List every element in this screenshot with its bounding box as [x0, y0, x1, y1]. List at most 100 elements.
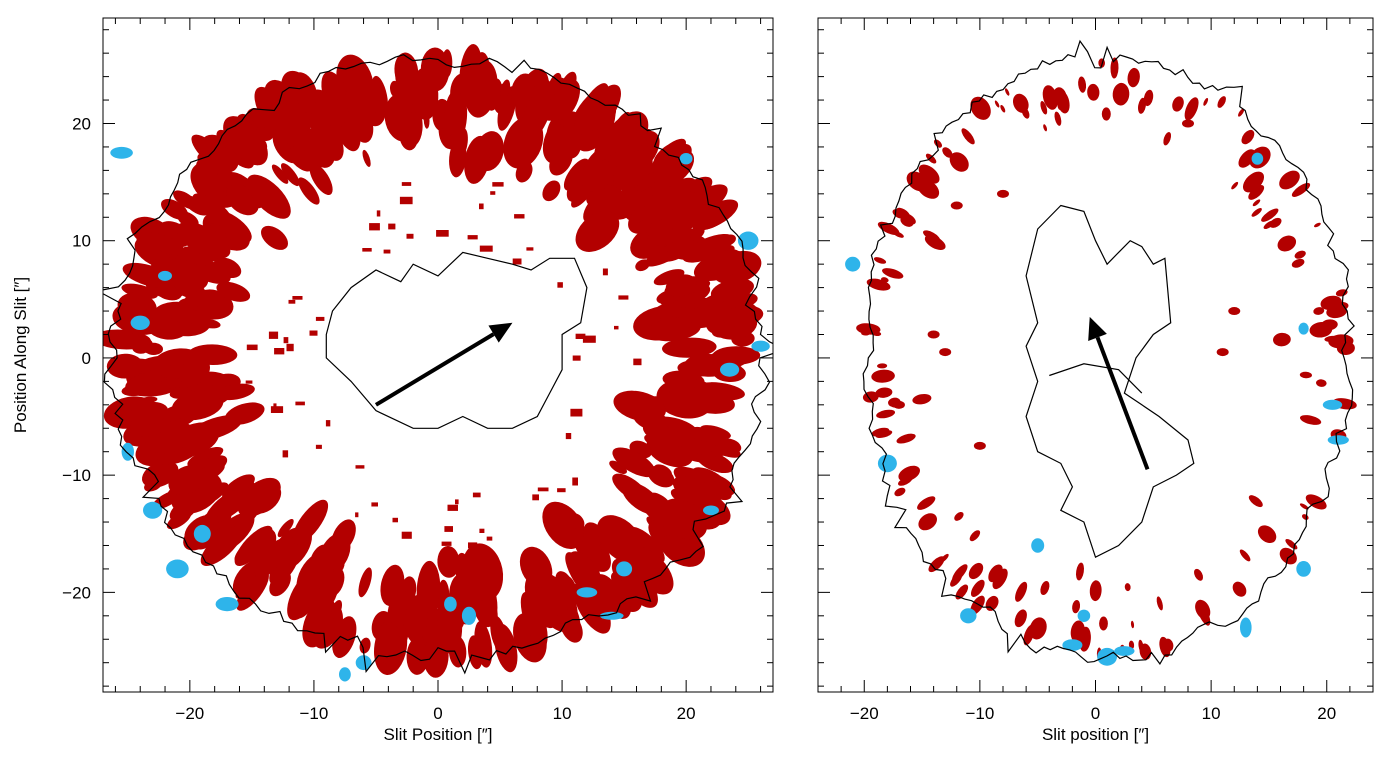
y-tick-label: 10: [72, 232, 91, 251]
redshift-blob: [969, 530, 981, 542]
redshift-blob: [380, 564, 405, 607]
redshift-blob: [873, 257, 887, 264]
redshift-blob: [1040, 580, 1050, 596]
redshift-blob: [1277, 235, 1297, 252]
redshift-blob: [383, 249, 391, 254]
redshift-blob: [710, 278, 755, 302]
x-tick-label: 0: [433, 704, 442, 723]
right-blueshift-features: [845, 152, 1349, 666]
redshift-blob: [575, 211, 620, 252]
redshift-blob: [547, 72, 562, 97]
redshift-blob: [200, 526, 244, 566]
redshift-blob: [653, 464, 672, 478]
redshift-blob: [927, 330, 940, 339]
redshift-blob: [875, 430, 893, 439]
redshift-blob: [1197, 603, 1211, 626]
redshift-blob: [468, 542, 478, 549]
redshift-blob: [358, 567, 372, 598]
redshift-blob: [1335, 289, 1348, 297]
redshift-blob: [519, 546, 553, 588]
redshift-blob: [441, 49, 453, 78]
redshift-blob: [273, 104, 310, 147]
redshift-blob: [583, 184, 622, 224]
redshift-blob: [1163, 131, 1172, 146]
redshift-blob: [1087, 83, 1100, 101]
redshift-blob: [609, 460, 627, 474]
redshift-blob: [918, 513, 938, 531]
blueshift-blob: [143, 501, 163, 519]
x-tick-label: −10: [300, 704, 329, 723]
redshift-blob: [1320, 295, 1342, 311]
x-tick-label: −20: [850, 704, 879, 723]
redshift-blob: [1294, 250, 1306, 259]
redshift-blob: [228, 189, 244, 204]
redshift-blob: [449, 138, 467, 178]
redshift-blob: [892, 400, 905, 409]
redshift-blob: [542, 180, 561, 202]
redshift-blob: [940, 553, 949, 563]
redshift-blob: [490, 191, 496, 195]
redshift-blob: [1309, 322, 1333, 338]
redshift-blob: [950, 572, 963, 587]
redshift-blob: [1305, 494, 1327, 510]
redshift-blob: [514, 214, 525, 219]
redshift-blob: [216, 383, 255, 401]
redshift-blob: [208, 209, 252, 244]
redshift-blob: [1313, 307, 1325, 315]
blueshift-blob: [751, 340, 770, 352]
right-inner-contour: [1025, 204, 1195, 559]
redshift-blob: [486, 536, 493, 541]
redshift-blob: [362, 248, 372, 252]
redshift-blob: [295, 401, 305, 406]
redshift-blob: [286, 343, 294, 352]
redshift-blob: [297, 177, 320, 205]
redshift-blob: [330, 599, 343, 619]
redshift-blob: [712, 346, 761, 365]
x-tick-label: −10: [965, 704, 994, 723]
redshift-blob: [245, 380, 253, 384]
redshift-blob: [1241, 129, 1255, 145]
redshift-blob: [308, 585, 333, 623]
redshift-blob: [575, 333, 586, 339]
redshift-blob: [424, 637, 438, 671]
redshift-blob: [861, 332, 870, 336]
blueshift-blob: [877, 454, 897, 473]
redshift-blob: [1182, 119, 1194, 128]
redshift-blob: [274, 348, 285, 355]
blueshift-blob: [121, 442, 134, 461]
redshift-blob: [405, 594, 428, 643]
blueshift-blob: [1062, 639, 1083, 651]
x-tick-label: −20: [175, 704, 204, 723]
redshift-blob: [124, 298, 152, 310]
redshift-blob: [1314, 222, 1321, 228]
redshift-blob: [572, 355, 581, 361]
x-tick-label: 20: [1317, 704, 1336, 723]
redshift-blob: [461, 543, 504, 602]
blueshift-blob: [130, 315, 150, 330]
redshift-blob: [690, 426, 708, 441]
redshift-blob: [950, 201, 963, 210]
redshift-blob: [970, 579, 985, 597]
redshift-blob: [912, 393, 932, 405]
redshift-blob: [467, 235, 478, 240]
redshift-blob: [332, 616, 357, 658]
redshift-blob: [376, 210, 381, 217]
redshift-blob: [235, 574, 256, 599]
blueshift-blob: [444, 596, 457, 612]
left-x-axis-title: Slit Position [″]: [383, 725, 492, 744]
right-arrow-head: [1088, 316, 1107, 342]
redshift-blob: [586, 84, 621, 131]
redshift-blob: [392, 517, 398, 523]
redshift-blob: [1138, 639, 1144, 653]
redshift-blob: [635, 259, 650, 272]
redshift-blob: [1156, 596, 1163, 611]
redshift-blob: [1252, 199, 1261, 207]
redshift-blob: [492, 182, 504, 187]
redshift-blob: [1057, 102, 1062, 110]
redshift-blob: [479, 528, 485, 533]
redshift-blob: [1251, 208, 1262, 217]
redshift-blob: [216, 281, 251, 302]
redshift-blob: [994, 100, 1000, 108]
redshift-blob: [213, 257, 242, 279]
